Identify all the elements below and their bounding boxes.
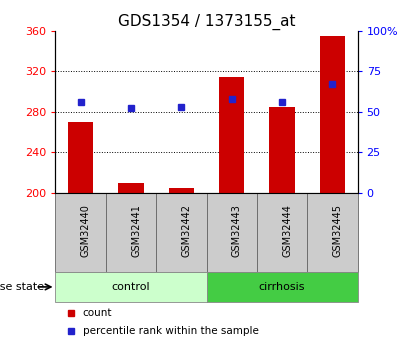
Text: cirrhosis: cirrhosis (259, 282, 305, 292)
Text: disease state: disease state (0, 282, 44, 292)
Bar (219, 77, 244, 193)
Text: control: control (112, 282, 150, 292)
Bar (206, 193, 257, 272)
Bar (270, 107, 295, 193)
Title: GDS1354 / 1373155_at: GDS1354 / 1373155_at (118, 13, 295, 30)
Bar (156, 193, 206, 272)
Text: percentile rank within the sample: percentile rank within the sample (83, 326, 259, 336)
Text: GSM32445: GSM32445 (332, 204, 342, 257)
Text: GSM32441: GSM32441 (131, 204, 141, 257)
Bar (257, 193, 307, 272)
Bar (307, 193, 358, 272)
Text: GSM32442: GSM32442 (181, 204, 192, 257)
Bar (55, 272, 206, 302)
Text: GSM32443: GSM32443 (232, 204, 242, 257)
Bar (320, 36, 345, 193)
Bar (106, 193, 156, 272)
Bar (68, 122, 93, 193)
Text: GSM32440: GSM32440 (81, 204, 91, 257)
Bar (169, 188, 194, 193)
Bar (55, 193, 106, 272)
Bar (118, 183, 143, 193)
Text: GSM32444: GSM32444 (282, 204, 292, 257)
Bar (206, 272, 358, 302)
Text: count: count (83, 308, 112, 318)
